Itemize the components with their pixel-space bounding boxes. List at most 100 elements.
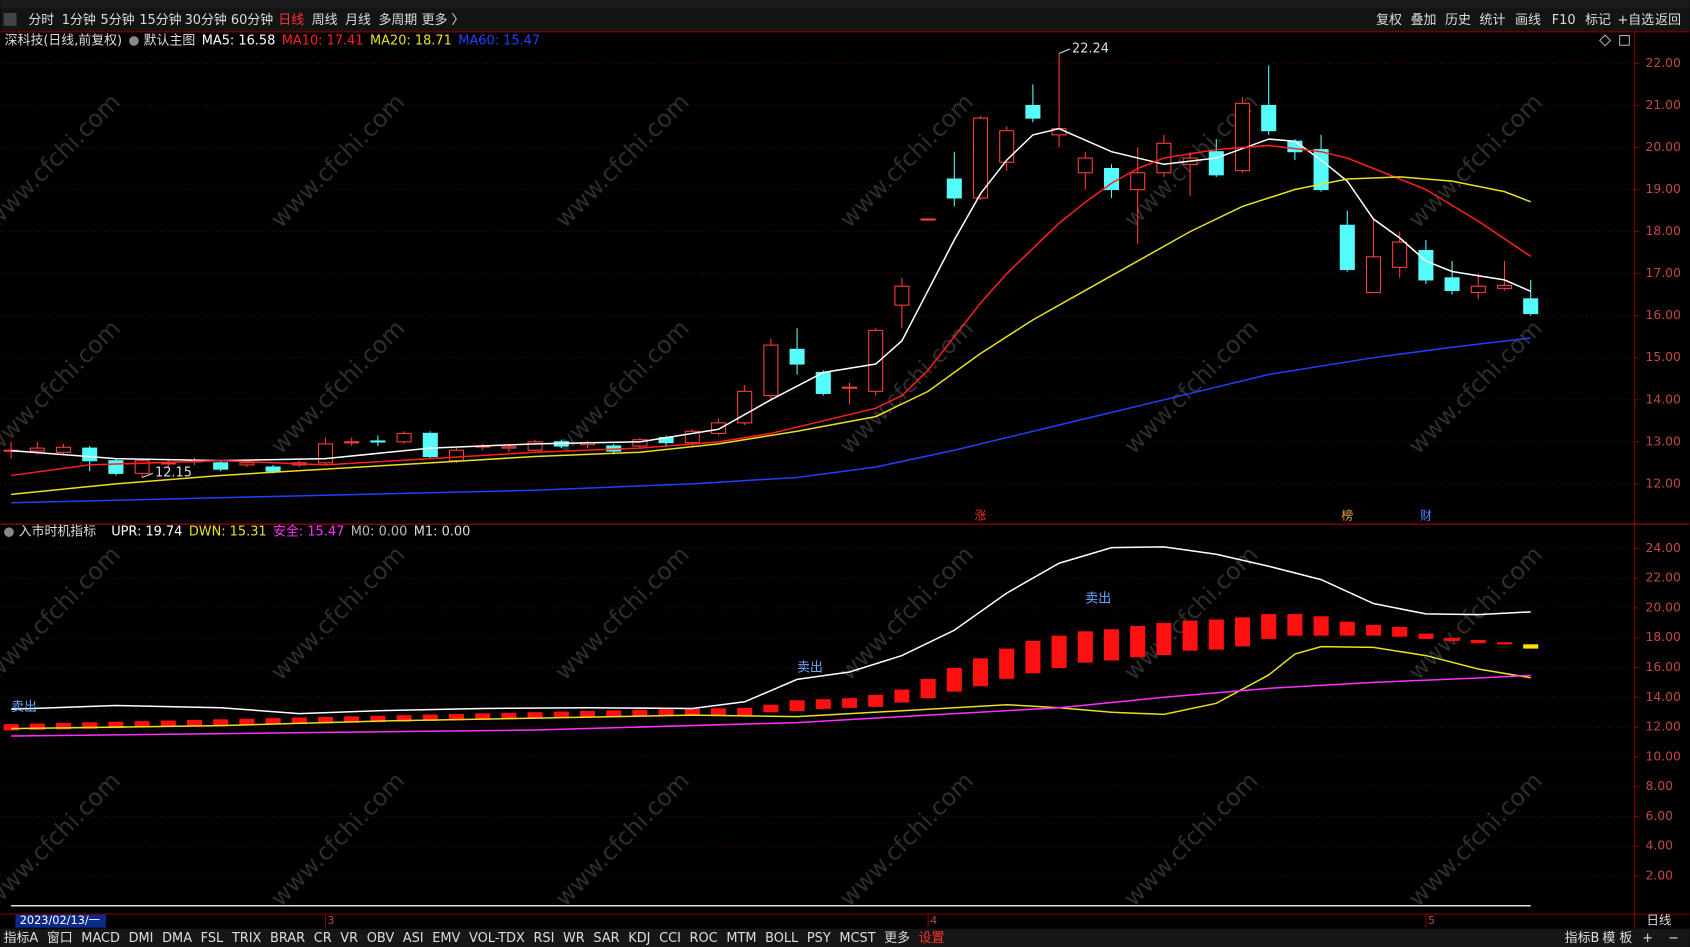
indicator-bar [1496,642,1513,645]
y-tick-label: 18.00 [1645,224,1681,238]
toolbar-button[interactable]: 5分钟 [101,12,135,28]
indicator-tab[interactable]: EMV [432,931,460,946]
indicator-bar [213,719,229,726]
y-tick-label: 8.00 [1645,779,1673,793]
indicator-bar [1234,617,1251,647]
y-tick-label: 20.00 [1645,600,1681,614]
toolbar-button[interactable]: 返回 [1655,13,1681,28]
indicator-bar [317,716,334,724]
indicator-bar [29,723,45,730]
candle-body [1392,241,1408,268]
chart-subtitle: 默认主图 [144,32,196,48]
toolbar-button[interactable]: 统计 [1480,13,1506,28]
toolbar-button[interactable]: 多周期 [379,13,418,28]
indicator-tab[interactable]: PSY [807,931,831,946]
indicator-tab[interactable]: 窗口 [47,930,73,946]
indicator-bar [1261,614,1277,639]
indicator-bar [291,717,307,724]
event-marker: 涨 [975,509,987,523]
toolbar-button[interactable]: 标记 [1585,13,1611,28]
indicator-tab[interactable]: OBV [367,931,395,946]
candle-body [999,130,1015,163]
toolbar-button[interactable]: 周线 [312,13,338,28]
indicator-tab[interactable]: RSI [533,931,554,946]
candle-body [396,432,412,443]
toolbar-button[interactable]: 60分钟 [231,12,273,28]
indicator-bar [108,721,124,729]
y-tick-label: 15.00 [1645,350,1681,364]
toolbar-button[interactable]: 历史 [1445,13,1471,28]
indicator-tab[interactable]: ASI [403,931,424,946]
indicator-tab[interactable]: SAR [593,931,619,946]
indicator-tab[interactable]: DMA [162,931,192,946]
candle-body [710,422,727,434]
indicator-tab[interactable]: FSL [201,931,224,946]
icon[interactable] [129,36,139,46]
indicator-tab[interactable]: KDJ [628,931,650,946]
toolbar-button[interactable]: 叠加 [1411,13,1437,28]
indicator-tab[interactable]: CR [314,931,332,946]
annotation-pointer [1058,48,1071,54]
toolbar-button[interactable]: +自选 [1617,13,1654,28]
candle-body [1208,151,1224,176]
indicator-tab[interactable]: + [1642,931,1653,946]
candle-body [1025,104,1041,119]
indicator-tab[interactable]: 指标A [4,931,39,946]
top-menu-strip [0,0,1690,9]
indicator-bar [841,698,858,708]
candle-body [1470,285,1486,294]
icon[interactable] [4,527,14,538]
toolbar-button[interactable]: 30分钟 [185,12,227,28]
toolbar-button[interactable]: 画线 [1515,13,1541,28]
toolbar-button[interactable]: 日线 [278,13,304,28]
indicator-bar [658,709,674,717]
candle-body [763,344,779,397]
toolbar-button[interactable]: 复权 [1376,12,1402,28]
indicator-tab[interactable]: ROC [690,931,718,946]
indicator-bar [422,714,438,721]
indicator-tab[interactable]: BRAR [270,931,305,946]
indicator-tab[interactable]: WR [563,931,585,946]
candle-body [239,462,255,466]
indicator-tab[interactable]: − [1668,931,1679,946]
indicator-tab[interactable]: 更多 [884,931,910,946]
indicator-tab[interactable]: VR [340,931,358,946]
indicator-tab[interactable]: 设置 [919,931,945,946]
indicator-tab[interactable]: BOLL [765,931,799,946]
indicator-tab[interactable]: DMI [129,931,154,946]
y-tick-label: 2.00 [1645,868,1673,882]
y-tick-label: 10.00 [1645,749,1681,763]
line [11,546,1531,715]
icon[interactable] [1598,34,1612,47]
indicator-bar [501,712,517,720]
candle-body [265,466,281,472]
annotation: 卖出 [1085,592,1111,607]
annotation: 22.24 [1072,42,1109,57]
toolbar-button[interactable]: 更多 〉 [422,13,465,28]
indicator-bar [606,710,622,717]
toolbar-button[interactable]: 月线 [345,13,371,28]
indicator-tab[interactable]: MTM [726,931,756,946]
indicator-tab[interactable]: 模 板 [1602,931,1632,946]
bottom-tabs [0,928,1690,947]
toolbar-button[interactable]: 15分钟 [139,12,181,28]
legend-entry: M0: 0.00 [351,525,408,540]
toolbar-button[interactable]: 分时 [28,13,54,28]
toolbar-button[interactable]: 1分钟 [62,12,96,28]
y-tick-label: 13.00 [1645,434,1681,448]
indicator-tab[interactable]: TRIX [231,931,262,946]
indicator-tab[interactable]: VOL-TDX [469,931,525,946]
toolbar-button[interactable]: F10 [1552,13,1576,28]
icon[interactable] [1619,35,1630,46]
candle-body [448,449,465,462]
indicator-tab[interactable]: 指标B [1565,931,1600,946]
candle-body [1313,149,1329,191]
indicator-bar [684,708,700,716]
indicator-bar [370,715,386,723]
indicator-bar [1470,639,1486,644]
indicator-tab[interactable]: MACD [81,931,120,946]
indicator-tab[interactable]: CCI [659,931,681,946]
indicator-tab[interactable]: MCST [839,931,875,946]
icon[interactable] [3,12,17,26]
